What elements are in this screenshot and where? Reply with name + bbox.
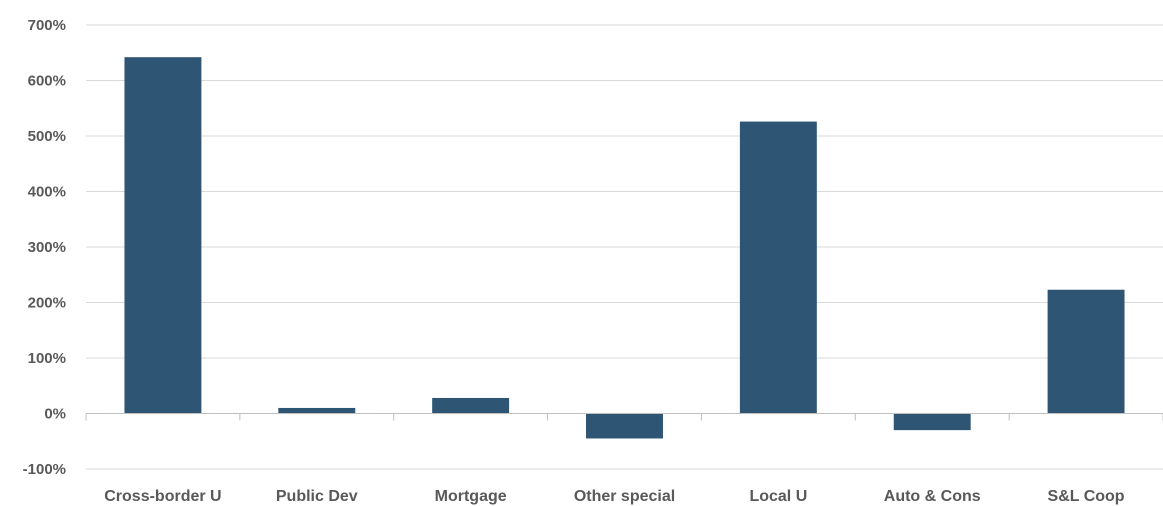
bar — [893, 413, 971, 431]
y-tick-label: 0% — [44, 406, 66, 423]
x-tick-label: Cross-border U — [104, 488, 221, 505]
y-tick-label: 700% — [28, 17, 66, 34]
gridlines — [86, 24, 1163, 470]
y-tick-label: 400% — [28, 184, 66, 201]
y-axis-ticks: -100% 0% 100% 200% 300% 400% 500% 600% 700% — [23, 17, 66, 478]
x-tick-label: Auto & Cons — [884, 488, 981, 505]
y-tick-label: 500% — [28, 128, 66, 145]
bar — [278, 407, 356, 414]
x-tick-label: Local U — [749, 488, 807, 505]
bar — [432, 397, 510, 414]
bar — [1047, 289, 1125, 414]
y-tick-label: 100% — [28, 350, 66, 367]
bar — [739, 121, 817, 414]
x-tick-label: Other special — [574, 488, 675, 505]
x-axis-ticks: Cross-border U Public Dev Mortgage Other sp… — [104, 488, 1125, 505]
y-tick-label: -100% — [23, 461, 66, 478]
bars — [124, 57, 1125, 439]
x-tick-label: Public Dev — [276, 488, 358, 505]
y-tick-label: 600% — [28, 73, 66, 90]
x-tick-label: S&L Coop — [1048, 488, 1125, 505]
bar — [586, 413, 663, 439]
x-tick-label: Mortgage — [435, 488, 507, 505]
bar — [124, 57, 202, 414]
y-tick-label: 200% — [28, 295, 66, 312]
y-tick-label: 300% — [28, 239, 66, 256]
x-axis — [85, 413, 1163, 421]
